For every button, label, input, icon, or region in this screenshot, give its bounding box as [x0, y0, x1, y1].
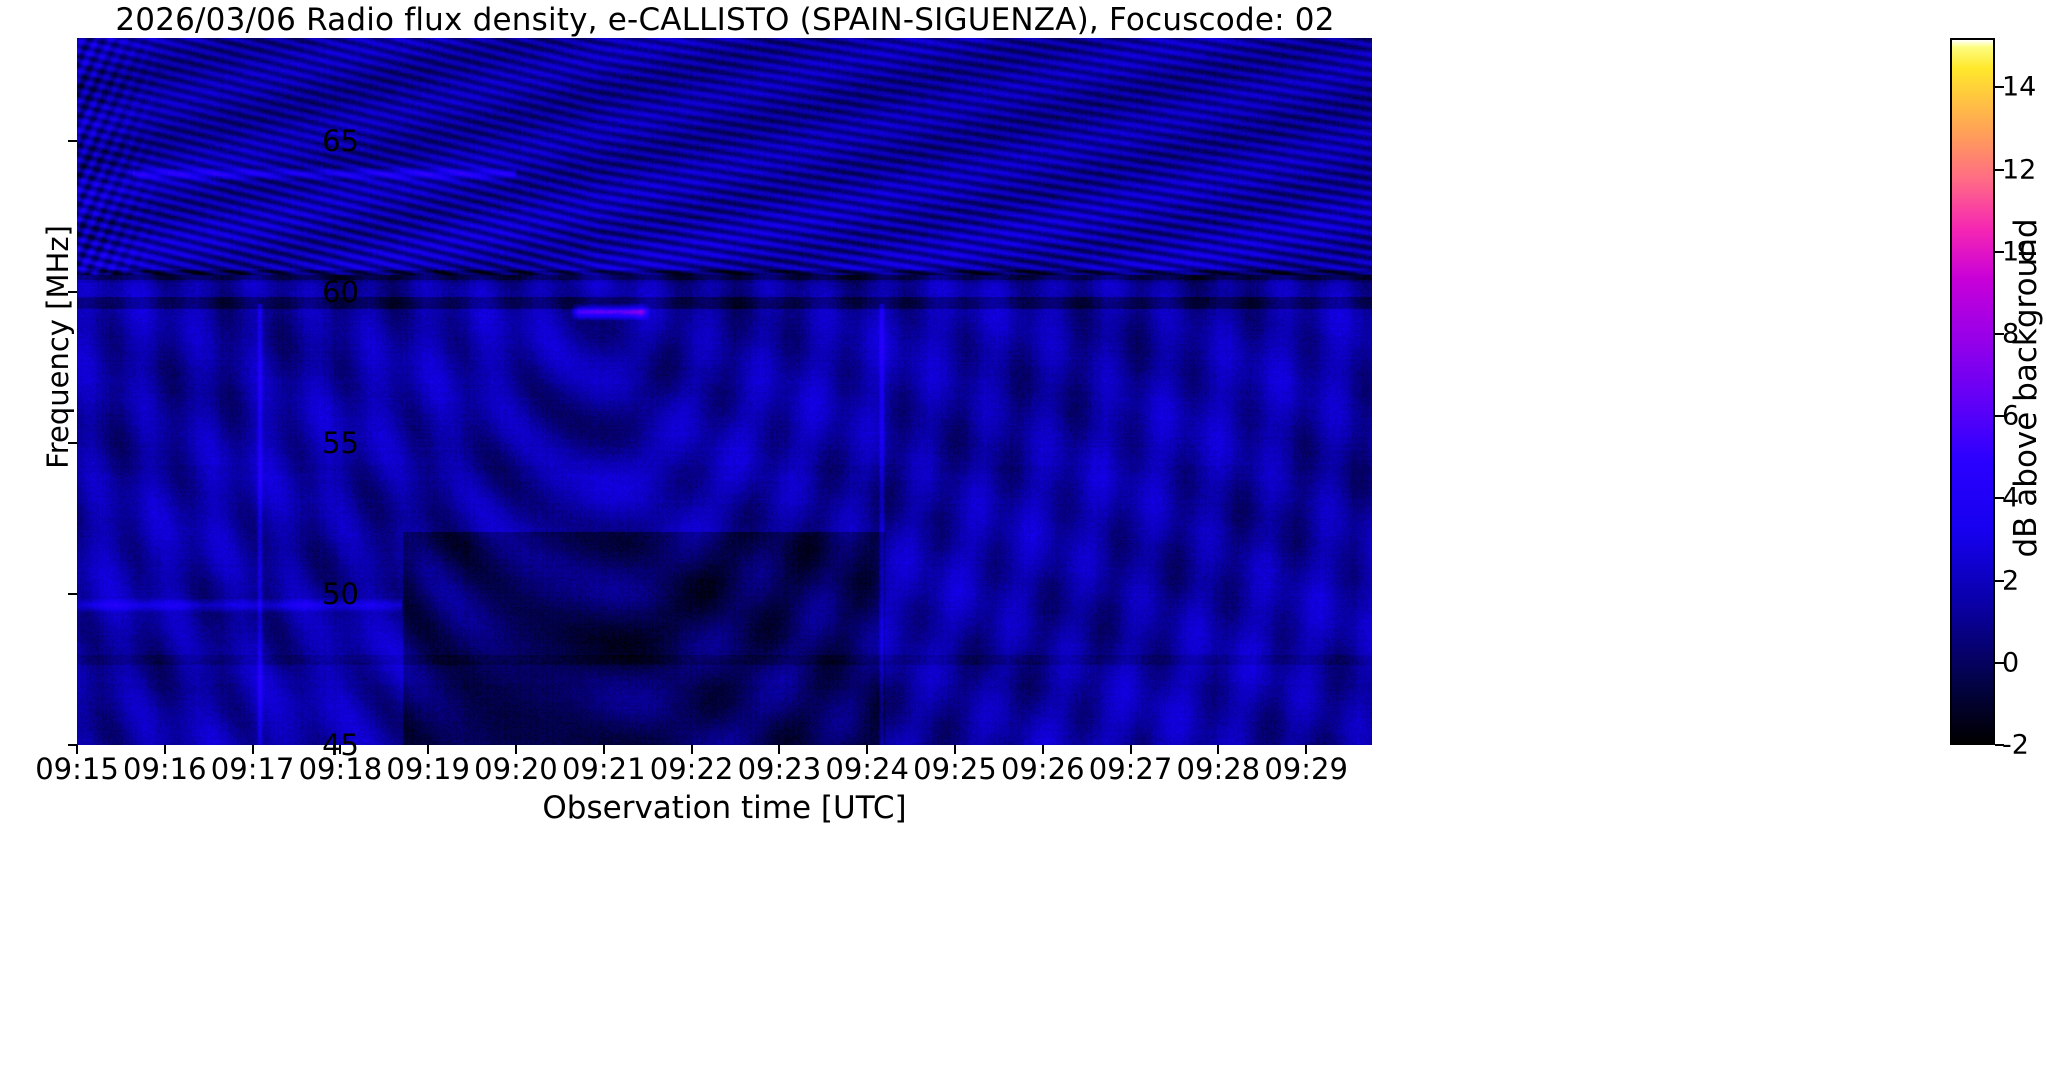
spectrogram-heatmap — [77, 38, 1372, 745]
x-tick-mark-09-23 — [778, 745, 781, 754]
colorbar-tick-label-2: 2 — [2002, 565, 2020, 597]
x-tick-label-09-20: 09:20 — [474, 752, 558, 786]
colorbar-tick-mark-10 — [1995, 250, 2004, 253]
y-tick-label-60: 60 — [322, 274, 359, 309]
x-tick-label-09-29: 09:29 — [1264, 752, 1348, 786]
x-tick-label-09-15: 09:15 — [35, 752, 119, 786]
y-tick-mark-45 — [68, 744, 77, 746]
colorbar — [1950, 38, 1995, 745]
colorbar-tick-mark-4 — [1995, 497, 2004, 500]
colorbar-tick-mark-8 — [1995, 332, 2004, 335]
x-tick-label-09-19: 09:19 — [386, 752, 470, 786]
colorbar-tick-label-8: 8 — [2002, 318, 2020, 350]
x-tick-label-09-21: 09:21 — [561, 752, 646, 786]
x-tick-mark-09-26 — [1041, 745, 1044, 754]
colorbar-tick-label-0: 0 — [2002, 647, 2020, 679]
figure-title: 2026/03/06 Radio flux density, e-CALLIST… — [115, 2, 1335, 38]
colorbar-tick-mark-2 — [1995, 579, 2004, 582]
colorbar-tick-label-6: 6 — [2002, 400, 2020, 432]
y-tick-label-55: 55 — [322, 425, 359, 460]
x-tick-mark-09-25 — [953, 745, 956, 754]
colorbar-tick-label-neg2: -2 — [2002, 729, 2029, 761]
colorbar-tick-mark-6 — [1995, 415, 2004, 418]
x-tick-label-09-18: 09:18 — [298, 752, 383, 786]
x-tick-mark-09-16 — [163, 745, 166, 754]
x-tick-label-09-22: 09:22 — [649, 752, 734, 786]
x-axis-label: Observation time [UTC] — [542, 790, 907, 826]
colorbar-tick-label-12: 12 — [2002, 154, 2037, 186]
colorbar-label: dB above background — [2008, 218, 2044, 558]
x-tick-mark-09-29 — [1305, 745, 1308, 754]
colorbar-tick-label-4: 4 — [2002, 482, 2020, 514]
y-tick-label-50: 50 — [322, 576, 359, 611]
y-axis-label: Frequency [MHz] — [41, 225, 75, 469]
colorbar-tick-mark-neg2 — [1995, 744, 2004, 746]
x-tick-label-09-24: 09:24 — [825, 752, 909, 786]
x-tick-label-09-26: 09:26 — [1000, 752, 1085, 786]
x-tick-mark-09-21 — [602, 745, 605, 754]
x-tick-label-09-23: 09:23 — [737, 752, 822, 786]
y-tick-mark-65 — [68, 139, 77, 142]
x-tick-label-09-27: 09:27 — [1088, 752, 1173, 786]
spectrogram-plot-area — [77, 38, 1372, 745]
x-tick-label-09-28: 09:28 — [1176, 752, 1261, 786]
y-tick-mark-55 — [68, 441, 77, 444]
x-tick-label-09-25: 09:25 — [913, 752, 997, 786]
colorbar-tick-label-14: 14 — [2002, 71, 2037, 103]
y-tick-mark-60 — [68, 290, 77, 293]
x-tick-mark-09-18 — [339, 745, 342, 754]
colorbar-tick-mark-12 — [1995, 168, 2004, 171]
x-tick-mark-09-27 — [1129, 745, 1132, 754]
x-tick-mark-09-28 — [1217, 745, 1220, 754]
x-tick-mark-09-24 — [866, 745, 869, 754]
colorbar-tick-label-10: 10 — [2002, 236, 2037, 268]
x-tick-mark-09-19 — [427, 745, 430, 754]
x-tick-label-09-17: 09:17 — [210, 752, 295, 786]
x-tick-mark-09-20 — [514, 745, 517, 754]
x-tick-mark-09-17 — [251, 745, 254, 754]
x-tick-label-09-16: 09:16 — [122, 752, 207, 786]
x-tick-mark-09-22 — [690, 745, 693, 754]
colorbar-gradient — [1952, 40, 1993, 743]
x-tick-mark-09-15 — [76, 745, 78, 754]
colorbar-tick-mark-0 — [1995, 661, 2004, 664]
colorbar-tick-mark-14 — [1995, 86, 2004, 89]
y-tick-label-65: 65 — [322, 123, 359, 158]
y-tick-mark-50 — [68, 592, 77, 595]
